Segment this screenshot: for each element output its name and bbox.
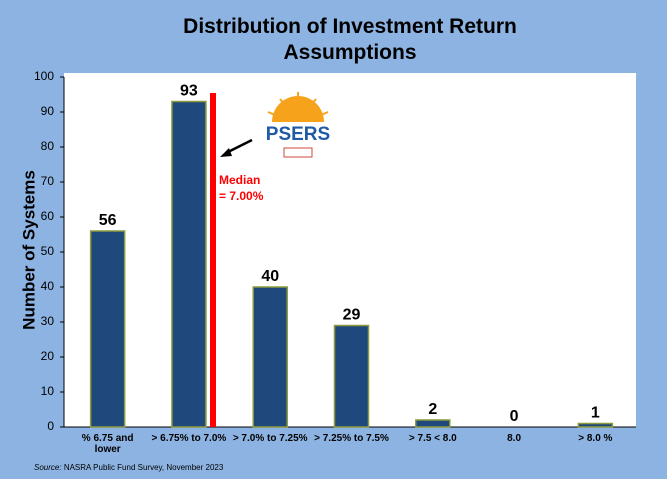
data-label: 56 bbox=[99, 212, 117, 229]
logo-text: PSERS bbox=[266, 124, 330, 145]
bar bbox=[577, 422, 614, 428]
bar bbox=[333, 324, 370, 428]
data-label: 40 bbox=[261, 268, 279, 285]
source-text: NASRA Public Fund Survey, November 2023 bbox=[63, 463, 224, 472]
bar bbox=[171, 100, 207, 428]
bar bbox=[89, 230, 126, 428]
logo-sun bbox=[272, 96, 324, 122]
source: Source: NASRA Public Fund Survey, Novemb… bbox=[34, 463, 223, 472]
x-tick-label: > 8.0 % bbox=[578, 433, 613, 444]
source-label: Source: bbox=[34, 463, 62, 472]
y-tick-label: 60 bbox=[41, 209, 55, 223]
y-tick-label: 0 bbox=[47, 419, 54, 433]
logo: PSERS bbox=[266, 92, 330, 158]
y-tick-label: 30 bbox=[41, 314, 55, 328]
y-tick-label: 20 bbox=[41, 349, 55, 363]
x-tick-label: > 7.25% to 7.5% bbox=[314, 433, 389, 444]
arrow-head bbox=[220, 148, 232, 157]
y-tick-label: 90 bbox=[41, 104, 55, 118]
x-tick-label: > 6.75% to 7.0% bbox=[151, 433, 227, 444]
data-label: 0 bbox=[510, 408, 519, 425]
data-label: 2 bbox=[428, 401, 437, 418]
x-tick-label: 8.0 bbox=[507, 433, 522, 444]
data-label: 29 bbox=[343, 307, 361, 324]
bar bbox=[415, 419, 451, 428]
x-tick-label: % 6.75 and lower bbox=[81, 433, 134, 455]
y-tick-label: 70 bbox=[41, 174, 55, 188]
x-tick-label: > 7.5 < 8.0 bbox=[408, 433, 457, 444]
y-tick-label: 80 bbox=[41, 139, 55, 153]
y-tick-label: 10 bbox=[41, 384, 55, 398]
annotation-box: Median = 7.00% bbox=[219, 173, 264, 203]
data-label: 1 bbox=[591, 405, 600, 422]
median-annotation: Median = 7.00% bbox=[219, 173, 264, 203]
x-tick-label: > 7.0% to 7.25% bbox=[232, 433, 308, 444]
bar bbox=[252, 286, 288, 428]
arrow bbox=[225, 138, 253, 155]
y-tick-label: 100 bbox=[34, 69, 54, 83]
y-tick-label: 40 bbox=[41, 279, 55, 293]
chart-title: Distribution of Investment Return Assump… bbox=[183, 15, 517, 64]
y-tick-label: 50 bbox=[41, 244, 55, 258]
y-axis-label: Number of Systems bbox=[19, 170, 38, 330]
title-box: Distribution of Investment Return Assump… bbox=[183, 15, 517, 64]
logo-icons bbox=[283, 147, 313, 158]
data-label: 93 bbox=[180, 83, 198, 100]
